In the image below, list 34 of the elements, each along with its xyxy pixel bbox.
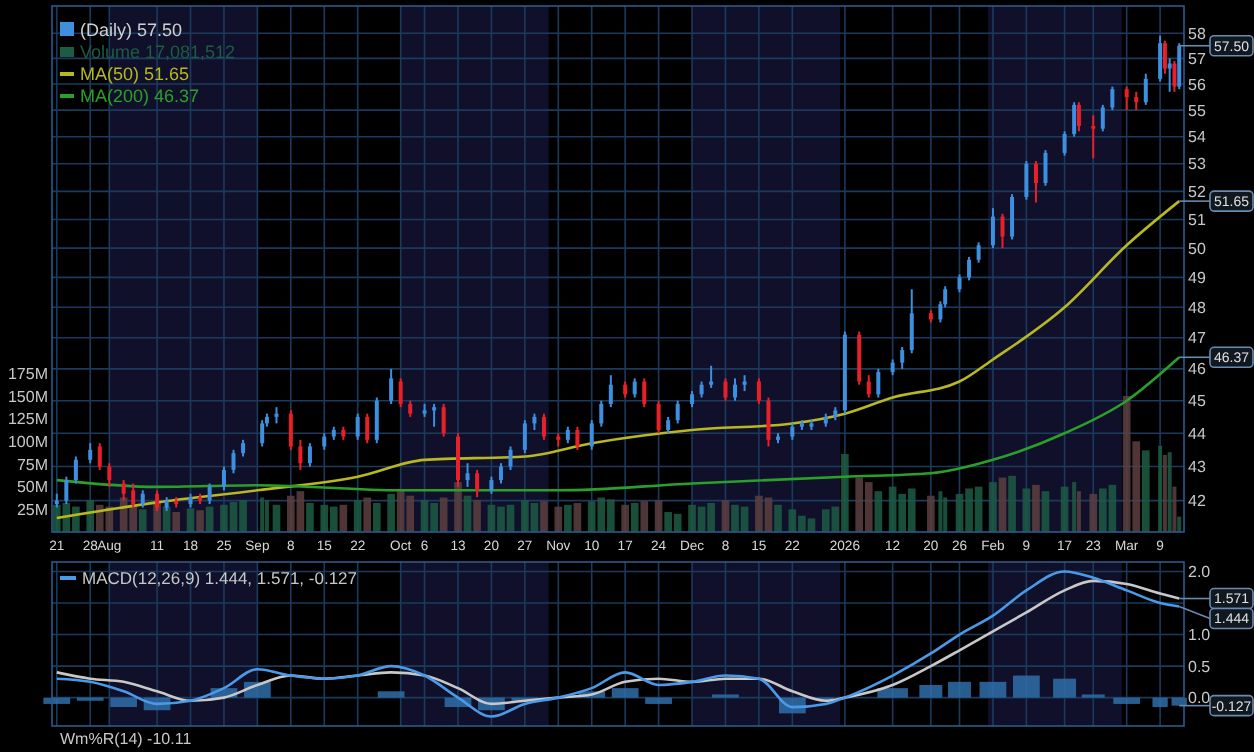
y-tick-label: 47	[1188, 329, 1207, 348]
y-tick-label: 42	[1188, 492, 1207, 511]
chart-title: MACD(12,26,9) 1.444, 1.571, -0.127	[82, 567, 358, 588]
y-tick-label: 55	[1188, 101, 1207, 120]
text: MA(50) 51.65	[80, 64, 190, 85]
y-tick-label: 58	[1188, 24, 1207, 43]
y-tick-label: 2.0	[1188, 563, 1212, 582]
y-tick-label: 49	[1188, 269, 1207, 287]
y-tick-label: 50	[1188, 239, 1207, 258]
y-tick-label: 0.0	[1188, 689, 1212, 708]
y-tick-label: 0.5	[1188, 657, 1212, 676]
text: Wm%R(14) -10.11	[60, 730, 193, 748]
y-tick-label: 46	[1188, 360, 1207, 379]
y2-tick-label: 175M	[7, 364, 49, 383]
y2-tick-label: 125M	[7, 410, 49, 429]
y-tick-label: 45	[1188, 392, 1207, 411]
y2-tick-label: 25M	[16, 500, 49, 519]
y-tick-label: 1.0	[1188, 626, 1212, 645]
y2-tick-label: 150M	[7, 387, 49, 406]
y-tick-label: 51	[1188, 211, 1207, 230]
y-tick-label: 57	[1188, 49, 1207, 68]
y-tick-label: 52	[1188, 182, 1207, 201]
y2-tick-label: 75M	[16, 455, 49, 474]
y2-tick-label: 50M	[16, 478, 49, 497]
text: Volume 17,081,512	[80, 42, 236, 63]
text: MA(200) 46.37	[80, 86, 200, 107]
y-tick-label: 54	[1188, 128, 1207, 147]
y-tick-label: 43	[1188, 458, 1207, 477]
y-tick-label: 56	[1188, 75, 1207, 94]
y-tick-label: 44	[1188, 424, 1207, 443]
y-tick-label: 53	[1188, 155, 1207, 174]
text: (Daily) 57.50	[80, 20, 183, 41]
y-tick-label: 48	[1188, 298, 1207, 317]
y2-tick-label: 100M	[7, 432, 49, 451]
